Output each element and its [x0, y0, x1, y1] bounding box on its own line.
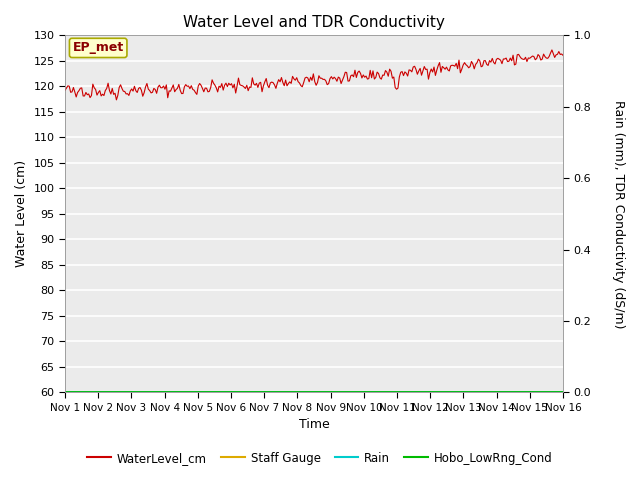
X-axis label: Time: Time	[299, 419, 330, 432]
Text: EP_met: EP_met	[72, 41, 124, 54]
Y-axis label: Water Level (cm): Water Level (cm)	[15, 160, 28, 267]
Title: Water Level and TDR Conductivity: Water Level and TDR Conductivity	[183, 15, 445, 30]
Legend: WaterLevel_cm, Staff Gauge, Rain, Hobo_LowRng_Cond: WaterLevel_cm, Staff Gauge, Rain, Hobo_L…	[83, 447, 557, 469]
Y-axis label: Rain (mm), TDR Conductivity (dS/m): Rain (mm), TDR Conductivity (dS/m)	[612, 100, 625, 328]
